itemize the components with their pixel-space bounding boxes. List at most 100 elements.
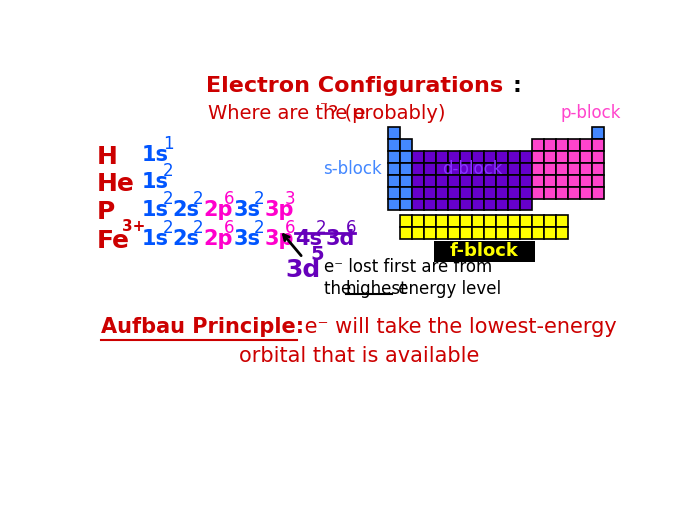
Text: Fe: Fe bbox=[97, 228, 130, 253]
Bar bbox=[545, 215, 556, 227]
Bar bbox=[448, 186, 461, 198]
Bar bbox=[448, 151, 461, 163]
Bar bbox=[496, 186, 508, 198]
Bar bbox=[473, 227, 484, 239]
Text: 3d: 3d bbox=[326, 228, 355, 248]
Bar bbox=[389, 198, 400, 211]
Bar bbox=[568, 139, 580, 151]
Bar bbox=[496, 198, 508, 211]
Bar bbox=[389, 186, 400, 198]
Bar bbox=[592, 186, 604, 198]
Text: 2: 2 bbox=[193, 190, 204, 208]
Bar bbox=[436, 186, 448, 198]
Text: 2s: 2s bbox=[172, 200, 199, 220]
Bar bbox=[533, 175, 545, 186]
Bar bbox=[556, 227, 568, 239]
Text: 6: 6 bbox=[223, 190, 234, 208]
Bar bbox=[484, 163, 496, 175]
Text: 2: 2 bbox=[254, 190, 265, 208]
Text: 2p: 2p bbox=[203, 200, 232, 220]
Text: e⁻ will take the lowest-energy: e⁻ will take the lowest-energy bbox=[298, 317, 617, 337]
Bar bbox=[508, 227, 520, 239]
Text: p-block: p-block bbox=[560, 104, 621, 122]
Bar bbox=[592, 127, 604, 139]
Bar bbox=[461, 151, 473, 163]
Bar bbox=[436, 227, 448, 239]
Text: H: H bbox=[97, 145, 118, 170]
Text: 2: 2 bbox=[193, 218, 204, 237]
Bar bbox=[484, 175, 496, 186]
Bar bbox=[496, 151, 508, 163]
Bar bbox=[556, 163, 568, 175]
Text: 6: 6 bbox=[223, 218, 234, 237]
Text: ? (probably): ? (probably) bbox=[328, 104, 445, 123]
Bar bbox=[508, 163, 520, 175]
Text: 2: 2 bbox=[315, 218, 326, 237]
Bar bbox=[533, 151, 545, 163]
Bar bbox=[520, 186, 532, 198]
Bar bbox=[436, 151, 448, 163]
Text: highest: highest bbox=[346, 280, 407, 298]
Bar bbox=[533, 186, 545, 198]
Text: 2: 2 bbox=[254, 218, 265, 237]
Bar bbox=[484, 151, 496, 163]
Bar bbox=[556, 139, 568, 151]
Text: ⁻: ⁻ bbox=[320, 99, 328, 114]
Bar bbox=[424, 198, 436, 211]
Bar bbox=[400, 175, 412, 186]
Bar bbox=[436, 163, 448, 175]
Text: 3s: 3s bbox=[234, 228, 260, 248]
Bar bbox=[556, 151, 568, 163]
Text: 3d: 3d bbox=[285, 258, 321, 282]
Text: 3p: 3p bbox=[264, 200, 294, 220]
Text: 6: 6 bbox=[346, 218, 356, 237]
Bar bbox=[424, 215, 436, 227]
Bar bbox=[434, 240, 535, 262]
Bar bbox=[400, 163, 412, 175]
Bar bbox=[556, 215, 568, 227]
Text: 4s: 4s bbox=[295, 228, 322, 248]
Text: 2: 2 bbox=[162, 218, 173, 237]
Bar bbox=[484, 198, 496, 211]
Bar bbox=[580, 186, 592, 198]
Bar bbox=[592, 151, 604, 163]
Bar bbox=[520, 215, 533, 227]
Bar bbox=[496, 215, 508, 227]
Bar bbox=[545, 139, 556, 151]
Bar bbox=[448, 175, 461, 186]
Text: d-block: d-block bbox=[442, 160, 503, 177]
Text: 1s: 1s bbox=[141, 228, 169, 248]
Bar bbox=[461, 175, 473, 186]
Text: 2: 2 bbox=[162, 190, 173, 208]
Bar bbox=[580, 163, 592, 175]
Bar bbox=[412, 215, 424, 227]
Bar bbox=[556, 175, 568, 186]
Bar bbox=[580, 151, 592, 163]
Bar bbox=[592, 139, 604, 151]
Bar bbox=[545, 151, 556, 163]
Bar bbox=[508, 175, 520, 186]
Bar bbox=[424, 163, 436, 175]
Bar bbox=[520, 227, 533, 239]
Bar bbox=[484, 186, 496, 198]
Text: Aufbau Principle:: Aufbau Principle: bbox=[102, 317, 304, 337]
Bar bbox=[520, 175, 532, 186]
Bar bbox=[461, 227, 473, 239]
Bar bbox=[508, 151, 520, 163]
Text: 3+: 3+ bbox=[122, 219, 145, 234]
Bar bbox=[412, 151, 424, 163]
Text: 5: 5 bbox=[311, 246, 324, 265]
Bar bbox=[448, 227, 461, 239]
Bar bbox=[508, 198, 520, 211]
Bar bbox=[400, 215, 412, 227]
Text: 2: 2 bbox=[162, 162, 174, 180]
Bar bbox=[473, 198, 484, 211]
Bar bbox=[568, 175, 580, 186]
Bar bbox=[436, 215, 448, 227]
Bar bbox=[520, 151, 532, 163]
Bar bbox=[545, 186, 556, 198]
Bar bbox=[533, 163, 545, 175]
Bar bbox=[496, 175, 508, 186]
Bar bbox=[448, 163, 461, 175]
Text: e⁻ lost first are from: e⁻ lost first are from bbox=[324, 258, 492, 276]
